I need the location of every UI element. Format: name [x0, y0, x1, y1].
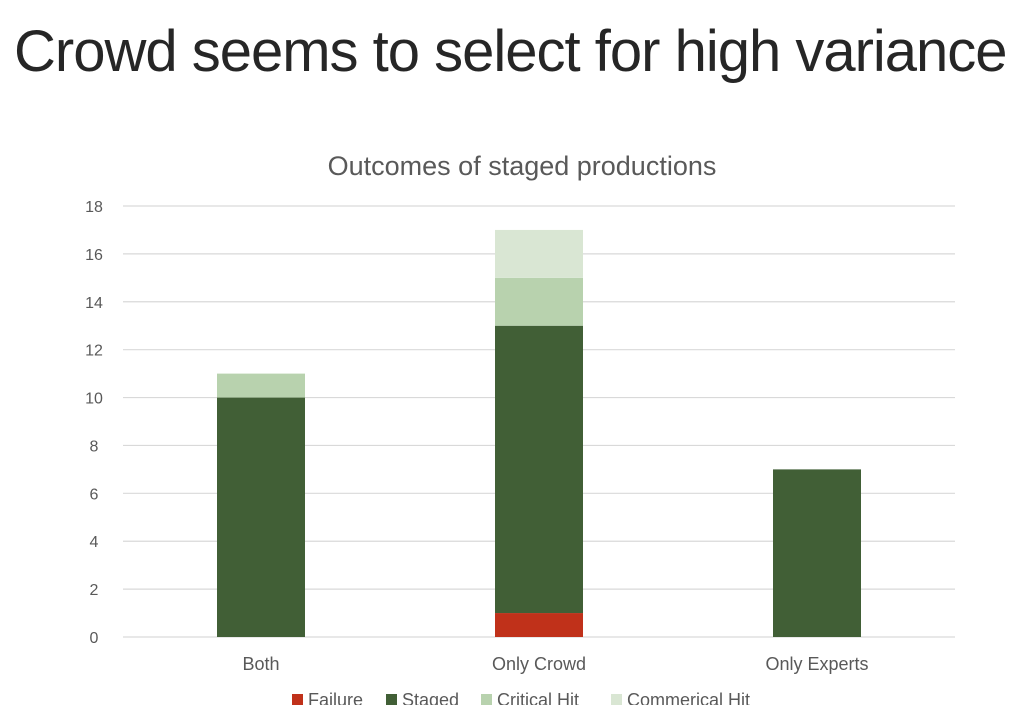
x-axis-labels: Both Only Crowd Only Experts: [242, 654, 868, 674]
x-category-label: Only Crowd: [492, 654, 586, 674]
x-category-label: Both: [242, 654, 279, 674]
y-tick-label-16: 16: [85, 247, 103, 264]
bar-only-crowd-staged: [495, 325, 583, 614]
x-category-label: Only Experts: [765, 654, 868, 674]
y-tick-label-2: 2: [90, 582, 99, 599]
stacked-bar-chart: Outcomes of staged productions 0 2 4 6 8 10 12…: [85, 151, 955, 705]
bar-both-staged: [217, 397, 305, 637]
legend-item-critical-hit: Critical Hit: [481, 690, 579, 705]
legend-swatch: [611, 694, 622, 705]
bar-only-crowd-critical-hit: [495, 277, 583, 326]
y-tick-label-18: 18: [85, 199, 103, 216]
legend-swatch: [292, 694, 303, 705]
bar-both-critical-hit: [217, 373, 305, 398]
bar-only-crowd-failure: [495, 613, 583, 637]
legend-label: Commerical Hit: [627, 690, 750, 705]
legend-swatch: [481, 694, 492, 705]
y-tick-label-10: 10: [85, 391, 103, 408]
bars: [217, 229, 861, 637]
y-tick-label-6: 6: [90, 486, 99, 503]
legend-item-commerical-hit: Commerical Hit: [611, 690, 750, 705]
y-tick-label-0: 0: [90, 630, 99, 647]
y-tick-label-12: 12: [85, 343, 103, 360]
legend-label: Failure: [308, 690, 363, 705]
bar-only-crowd-commerical-hit: [495, 229, 583, 278]
legend-item-staged: Staged: [386, 690, 459, 705]
legend-label: Critical Hit: [497, 690, 579, 705]
y-tick-label-14: 14: [85, 295, 103, 312]
legend: Failure Staged Critical Hit Commerical Hit: [292, 690, 750, 705]
legend-item-failure: Failure: [292, 690, 363, 705]
y-axis-ticks: 0 2 4 6 8 10 12 14 16 18: [85, 199, 103, 647]
y-tick-label-4: 4: [90, 534, 99, 551]
y-tick-label-8: 8: [90, 438, 99, 455]
chart-title: Outcomes of staged productions: [328, 151, 717, 181]
bar-only-experts-staged: [773, 469, 861, 637]
legend-swatch: [386, 694, 397, 705]
slide-title: Crowd seems to select for high variance: [14, 19, 1008, 84]
legend-label: Staged: [402, 690, 459, 705]
